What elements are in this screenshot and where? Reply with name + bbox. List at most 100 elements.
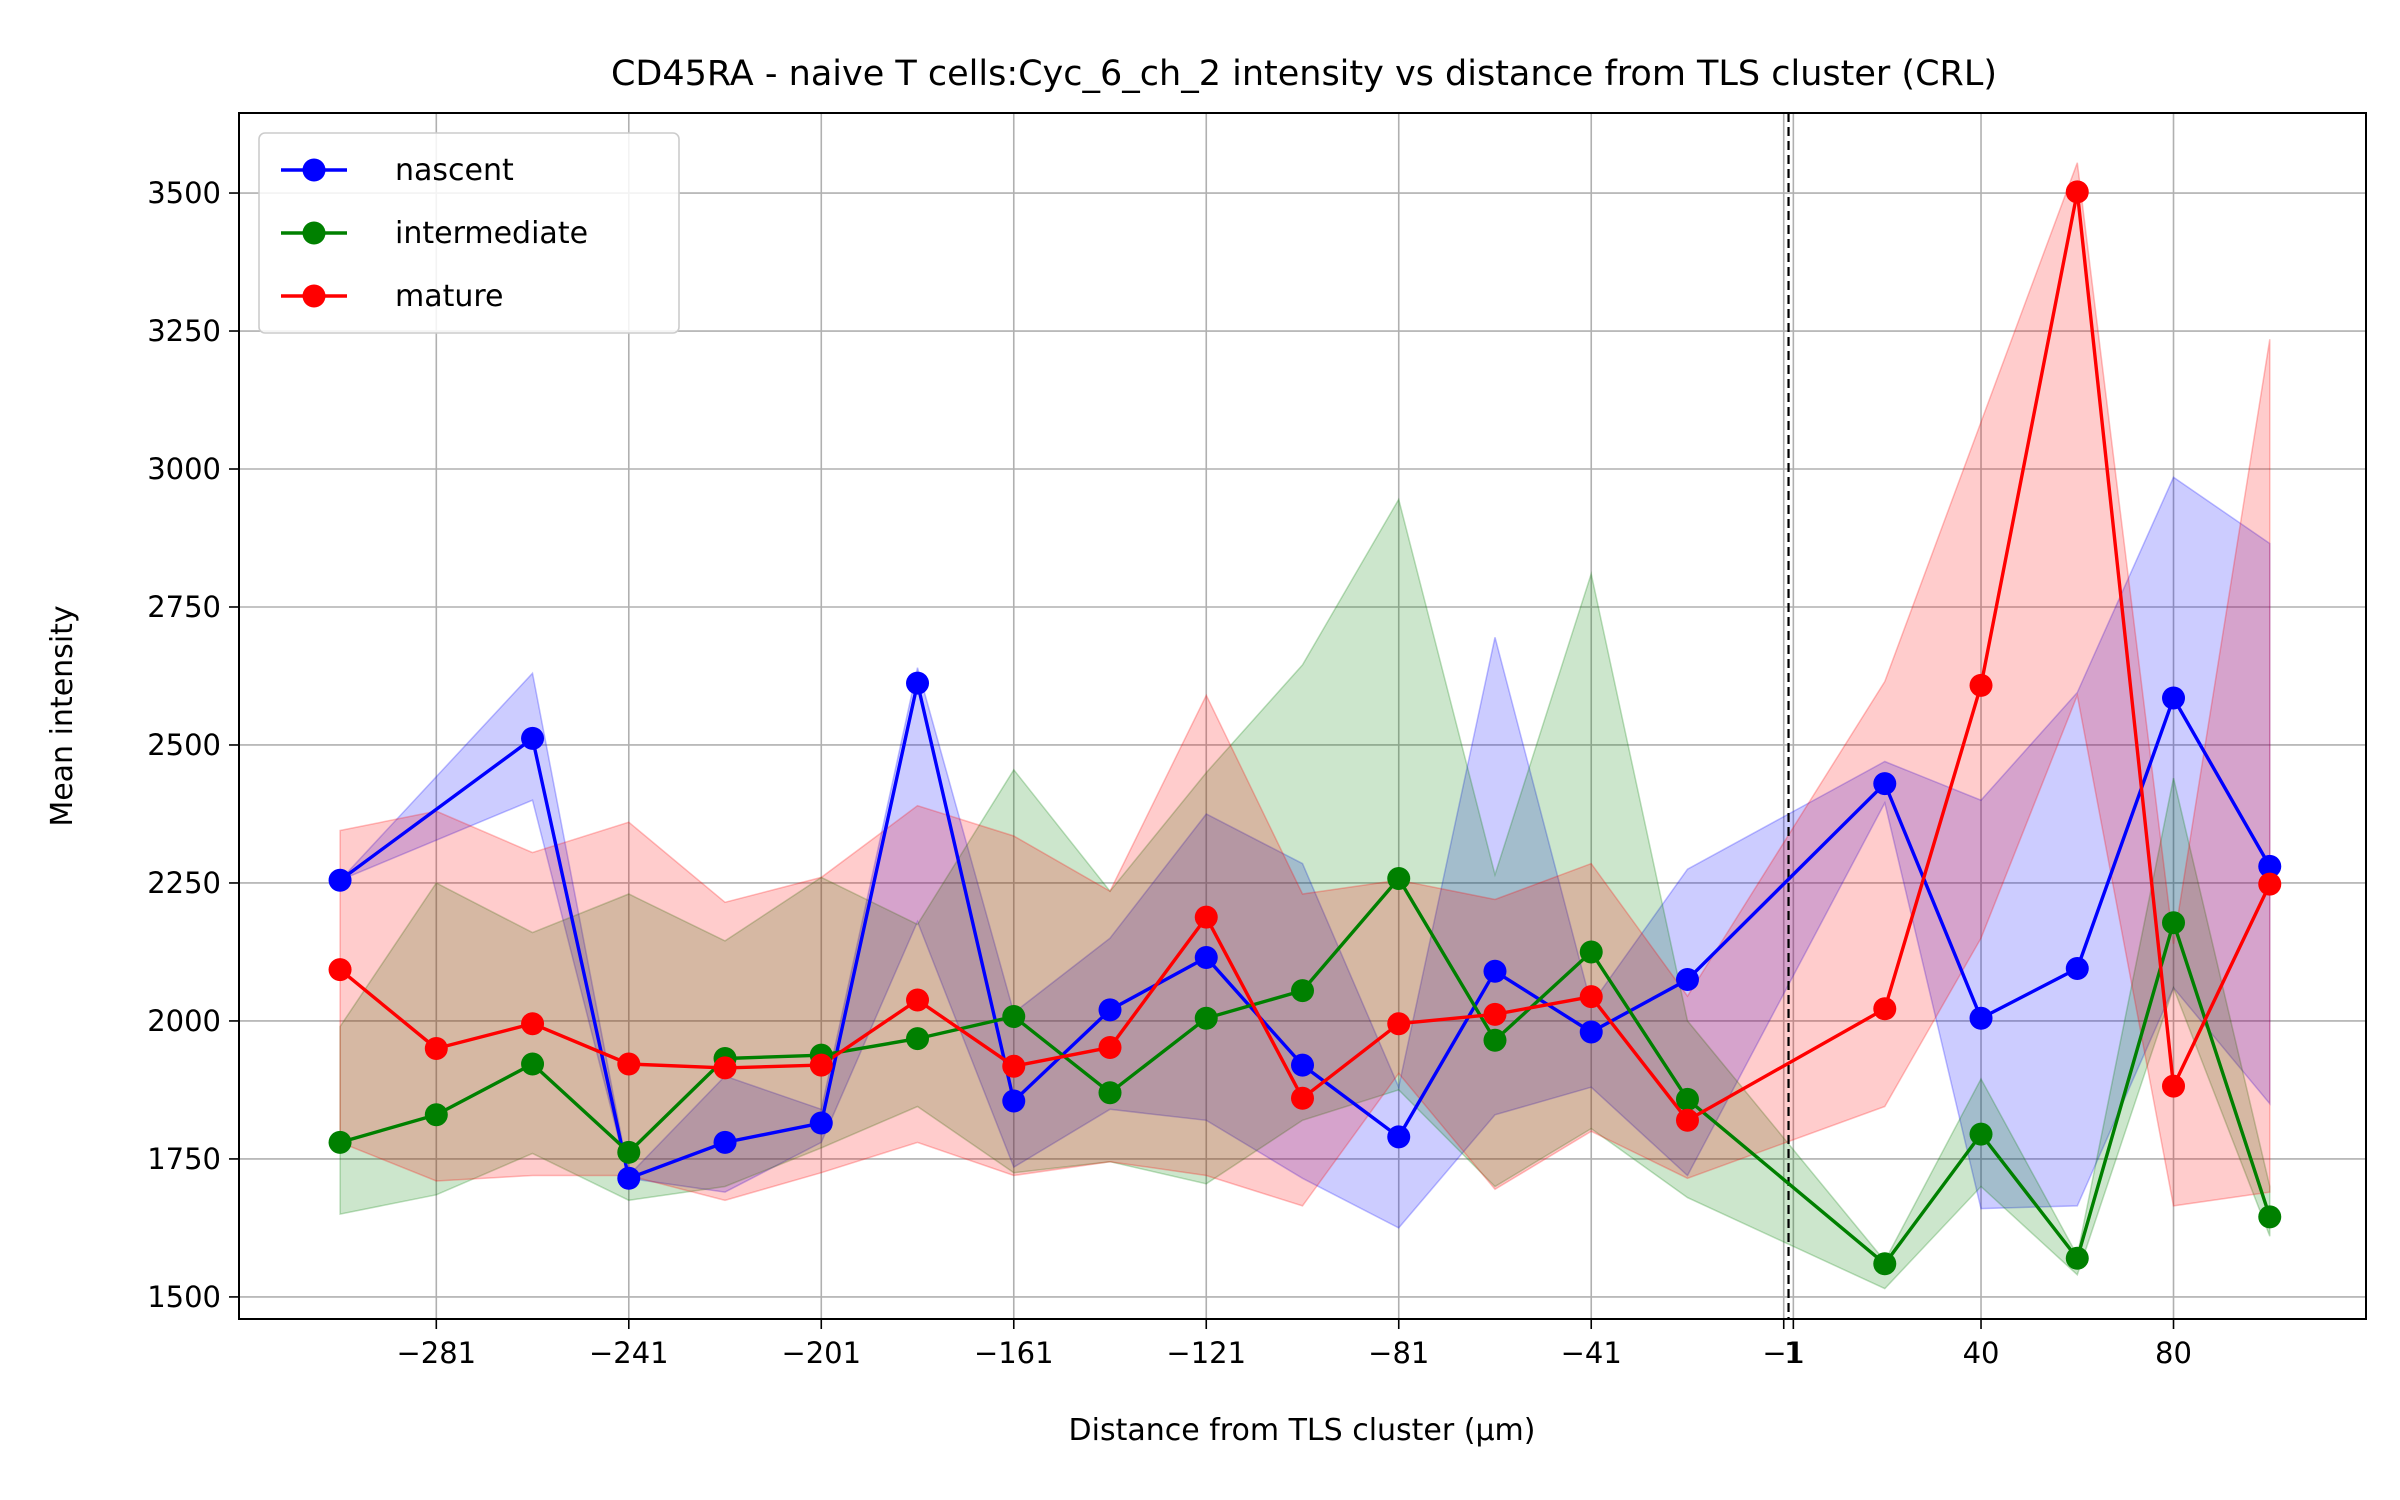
mature-point bbox=[1873, 997, 1897, 1021]
intermediate-band bbox=[339, 497, 2271, 1290]
nascent-point bbox=[1579, 1020, 1603, 1044]
grid-lines bbox=[239, 113, 2366, 1319]
y-tick-label: 2750 bbox=[147, 590, 221, 624]
mature-line bbox=[339, 190, 2272, 1123]
x-tick-label: 80 bbox=[2155, 1336, 2192, 1370]
nascent-band bbox=[339, 476, 2271, 1229]
y-tick-label: 3000 bbox=[147, 452, 221, 486]
x-tick-label: 1 bbox=[1784, 1336, 1802, 1370]
mature-point bbox=[1675, 1108, 1699, 1132]
mature-point bbox=[2065, 180, 2089, 204]
intermediate-point bbox=[1579, 940, 1603, 964]
nascent-point bbox=[1098, 998, 1122, 1022]
y-tick-label: 2000 bbox=[147, 1004, 221, 1038]
mature-point bbox=[906, 988, 930, 1012]
x-tick-label: −81 bbox=[1368, 1336, 1429, 1370]
mature-point bbox=[1098, 1035, 1122, 1059]
y-tick-label: 1750 bbox=[147, 1142, 221, 1176]
y-tick-label: 1500 bbox=[147, 1280, 221, 1314]
mature-point bbox=[2162, 1074, 2186, 1098]
intermediate-point bbox=[424, 1103, 448, 1127]
nascent-point bbox=[328, 868, 352, 892]
legend-marker-mature bbox=[302, 284, 326, 308]
y-tick-label: 3250 bbox=[147, 314, 221, 348]
mature-point bbox=[424, 1037, 448, 1061]
intermediate-point bbox=[521, 1052, 545, 1076]
x-tick-label: 40 bbox=[1963, 1336, 2000, 1370]
y-tick-label: 2500 bbox=[147, 728, 221, 762]
mature-point bbox=[1291, 1086, 1314, 1110]
legend-marker-nascent bbox=[302, 158, 326, 182]
nascent-point bbox=[2065, 957, 2089, 981]
mature-point bbox=[1387, 1012, 1411, 1036]
y-tick-label: 2250 bbox=[147, 866, 221, 900]
x-tick-label: −161 bbox=[974, 1336, 1054, 1370]
nascent-point bbox=[1483, 959, 1507, 983]
legend: nascent intermediate mature bbox=[258, 132, 680, 334]
nascent-point bbox=[2258, 854, 2282, 878]
intermediate-point bbox=[906, 1027, 930, 1051]
y-axis-label: Mean intensity bbox=[45, 605, 80, 826]
intermediate-point bbox=[2162, 911, 2186, 935]
confidence-bands bbox=[339, 162, 2271, 1290]
nascent-point bbox=[1291, 1053, 1314, 1077]
mature-band bbox=[339, 162, 2271, 1207]
nascent-point bbox=[1002, 1089, 1026, 1113]
mature-point bbox=[809, 1053, 833, 1077]
mature-point bbox=[521, 1012, 545, 1036]
intermediate-point bbox=[1194, 1006, 1218, 1030]
x-axis-label: Distance from TLS cluster (μm) bbox=[1069, 1413, 1536, 1448]
intermediate-point bbox=[1098, 1081, 1122, 1105]
legend-label-mature: mature bbox=[395, 279, 504, 314]
intermediate-point bbox=[2065, 1246, 2089, 1270]
intermediate-point bbox=[1969, 1122, 1993, 1146]
x-tick-label: −121 bbox=[1166, 1336, 1246, 1370]
nascent-point bbox=[1873, 772, 1897, 796]
chart-title: CD45RA - naive T cells:Cyc_6_ch_2 intens… bbox=[611, 54, 1997, 94]
nascent-point bbox=[906, 671, 930, 695]
nascent-point bbox=[521, 726, 545, 750]
mature-point bbox=[713, 1056, 737, 1080]
intermediate-point bbox=[1483, 1028, 1507, 1052]
series-markers bbox=[328, 180, 2282, 1276]
nascent-point bbox=[617, 1166, 641, 1190]
x-axis-ticks: −281 −241 −201 −161 −121 −81 −41 −11 40 80 bbox=[396, 1319, 2192, 1370]
intermediate-point bbox=[617, 1140, 641, 1164]
mature-point bbox=[2258, 872, 2282, 896]
mature-point bbox=[1194, 905, 1218, 929]
nascent-point bbox=[1675, 968, 1699, 992]
plot-frame bbox=[238, 112, 2367, 1320]
y-tick-label: 3500 bbox=[147, 176, 221, 210]
legend-marker-intermediate bbox=[302, 221, 326, 245]
mature-point bbox=[617, 1052, 641, 1076]
mature-point bbox=[1969, 673, 1993, 697]
mature-point bbox=[1483, 1002, 1507, 1026]
x-tick-label: −1 bbox=[1762, 1336, 1805, 1370]
intermediate-point bbox=[2258, 1205, 2282, 1229]
intermediate-point bbox=[1002, 1005, 1026, 1029]
x-tick-label: −41 bbox=[1561, 1336, 1622, 1370]
x-tick-label: −241 bbox=[589, 1336, 669, 1370]
mature-point bbox=[1579, 985, 1603, 1009]
nascent-point bbox=[809, 1111, 833, 1135]
intermediate-point bbox=[1291, 979, 1314, 1003]
intermediate-point bbox=[328, 1130, 352, 1154]
x-tick-label: −201 bbox=[781, 1336, 861, 1370]
intermediate-point bbox=[1387, 867, 1411, 891]
legend-label-nascent: nascent bbox=[395, 153, 514, 188]
intermediate-point bbox=[1675, 1087, 1699, 1111]
mature-point bbox=[1002, 1054, 1026, 1078]
nascent-point bbox=[1387, 1125, 1411, 1149]
legend-label-intermediate: intermediate bbox=[395, 216, 588, 251]
legend-box bbox=[258, 132, 680, 334]
x-tick-label: −281 bbox=[396, 1336, 476, 1370]
nascent-point bbox=[2162, 686, 2186, 710]
nascent-point bbox=[1969, 1006, 1993, 1030]
nascent-point bbox=[713, 1130, 737, 1154]
intermediate-point bbox=[1873, 1252, 1897, 1276]
mature-point bbox=[328, 958, 352, 982]
nascent-point bbox=[1194, 945, 1218, 969]
y-axis-ticks: 1500 1750 2000 2250 2500 2750 3000 3250 3500 bbox=[147, 176, 239, 1314]
